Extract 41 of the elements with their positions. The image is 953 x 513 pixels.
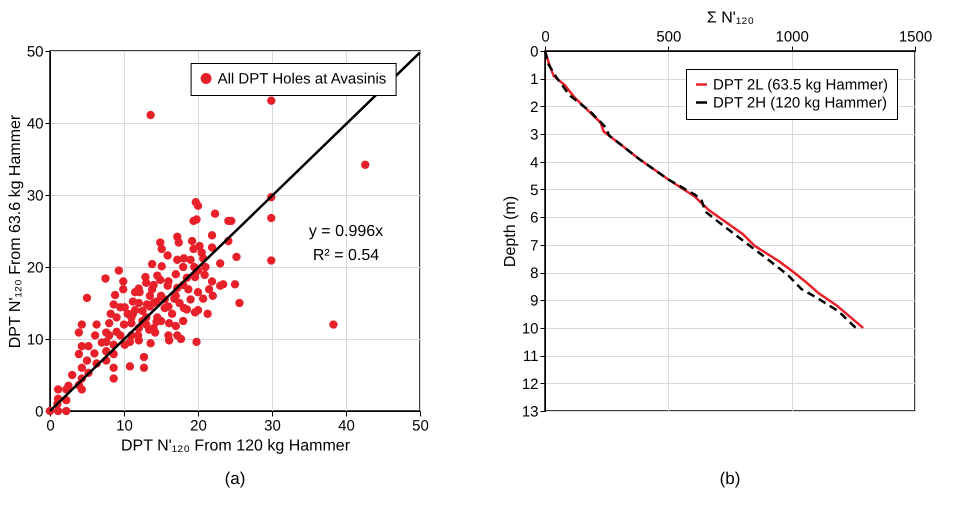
x-tick-label: 30: [264, 418, 281, 434]
y-tick-label: 6: [530, 210, 538, 227]
y-tick-label: 0: [35, 404, 44, 420]
text: (a): [224, 469, 246, 488]
y-tick-label: 30: [26, 188, 44, 204]
y-tick-label: 12: [522, 376, 538, 393]
x-tick-label: 10: [116, 418, 133, 434]
y-tick-label: 1: [530, 71, 538, 88]
y-axis-title: DPT N'₁₂₀ From 63.6 kg Hammer: [6, 114, 24, 348]
y-axis-title: Depth (m): [502, 196, 519, 268]
x-tick-label: 0: [46, 418, 55, 434]
y-tick-label: 5: [530, 182, 538, 199]
legend-label: All DPT Holes at Avasinis: [218, 70, 386, 88]
x-tick-label: 1500: [898, 28, 932, 46]
annotation: R² = 0.54: [312, 247, 380, 264]
y-tick-label: 3: [530, 126, 538, 144]
x-tick-label: 40: [338, 418, 355, 434]
y-tick-label: 20: [26, 260, 44, 276]
y-tick-label: 10: [26, 332, 44, 348]
y-tick-label: 11: [522, 348, 538, 366]
y-tick-label: 40: [26, 116, 44, 132]
x-tick-label: 0: [541, 28, 550, 46]
y-tick-label: 13: [522, 404, 538, 420]
y-tick-label: 8: [530, 265, 538, 282]
legend-label: DPT 2L (63.5 kg Hammer): [713, 76, 888, 94]
y-tick-label: 50: [26, 44, 44, 60]
y-tick-label: 4: [530, 154, 538, 172]
y-tick-label: 0: [530, 44, 538, 60]
x-tick-label: 50: [412, 418, 429, 434]
y-tick-label: 9: [530, 292, 538, 310]
x-axis-title: Σ N'₁₂₀: [706, 10, 754, 26]
y-tick-label: 2: [530, 98, 538, 116]
text: (b): [720, 469, 740, 488]
x-tick-label: 20: [190, 418, 207, 434]
annotation: y = 0.996x: [308, 223, 384, 240]
x-tick-label: 1000: [775, 28, 809, 46]
y-tick-label: 10: [522, 320, 538, 338]
legend-label: DPT 2H (120 kg Hammer): [713, 94, 887, 112]
x-axis-title: DPT N'₁₂₀ From 120 kg Hammer: [120, 438, 351, 454]
y-tick-label: 7: [530, 237, 538, 254]
x-tick-label: 500: [656, 28, 682, 46]
